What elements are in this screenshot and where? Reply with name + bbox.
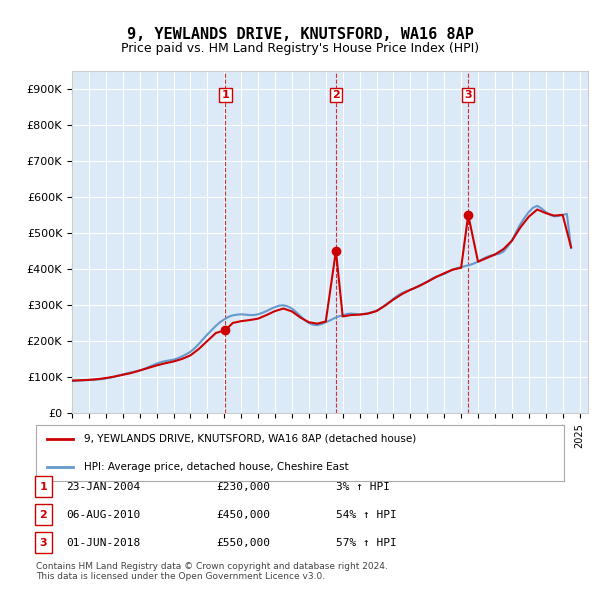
Text: 3% ↑ HPI: 3% ↑ HPI	[336, 482, 390, 491]
Text: Contains HM Land Registry data © Crown copyright and database right 2024.
This d: Contains HM Land Registry data © Crown c…	[36, 562, 388, 581]
Text: 9, YEWLANDS DRIVE, KNUTSFORD, WA16 8AP: 9, YEWLANDS DRIVE, KNUTSFORD, WA16 8AP	[127, 27, 473, 41]
Text: 23-JAN-2004: 23-JAN-2004	[66, 482, 140, 491]
Text: 2: 2	[40, 510, 47, 520]
Text: HPI: Average price, detached house, Cheshire East: HPI: Average price, detached house, Ches…	[83, 462, 348, 472]
Text: £450,000: £450,000	[216, 510, 270, 520]
Text: Price paid vs. HM Land Registry's House Price Index (HPI): Price paid vs. HM Land Registry's House …	[121, 42, 479, 55]
Text: 3: 3	[464, 90, 472, 100]
Text: 01-JUN-2018: 01-JUN-2018	[66, 539, 140, 548]
Text: 9, YEWLANDS DRIVE, KNUTSFORD, WA16 8AP (detached house): 9, YEWLANDS DRIVE, KNUTSFORD, WA16 8AP (…	[83, 434, 416, 444]
Text: 54% ↑ HPI: 54% ↑ HPI	[336, 510, 397, 520]
Text: £230,000: £230,000	[216, 482, 270, 491]
Text: 3: 3	[40, 539, 47, 548]
Text: 57% ↑ HPI: 57% ↑ HPI	[336, 539, 397, 548]
Text: 2: 2	[332, 90, 340, 100]
Text: 06-AUG-2010: 06-AUG-2010	[66, 510, 140, 520]
Text: £550,000: £550,000	[216, 539, 270, 548]
Text: 1: 1	[221, 90, 229, 100]
Text: 1: 1	[40, 482, 47, 491]
